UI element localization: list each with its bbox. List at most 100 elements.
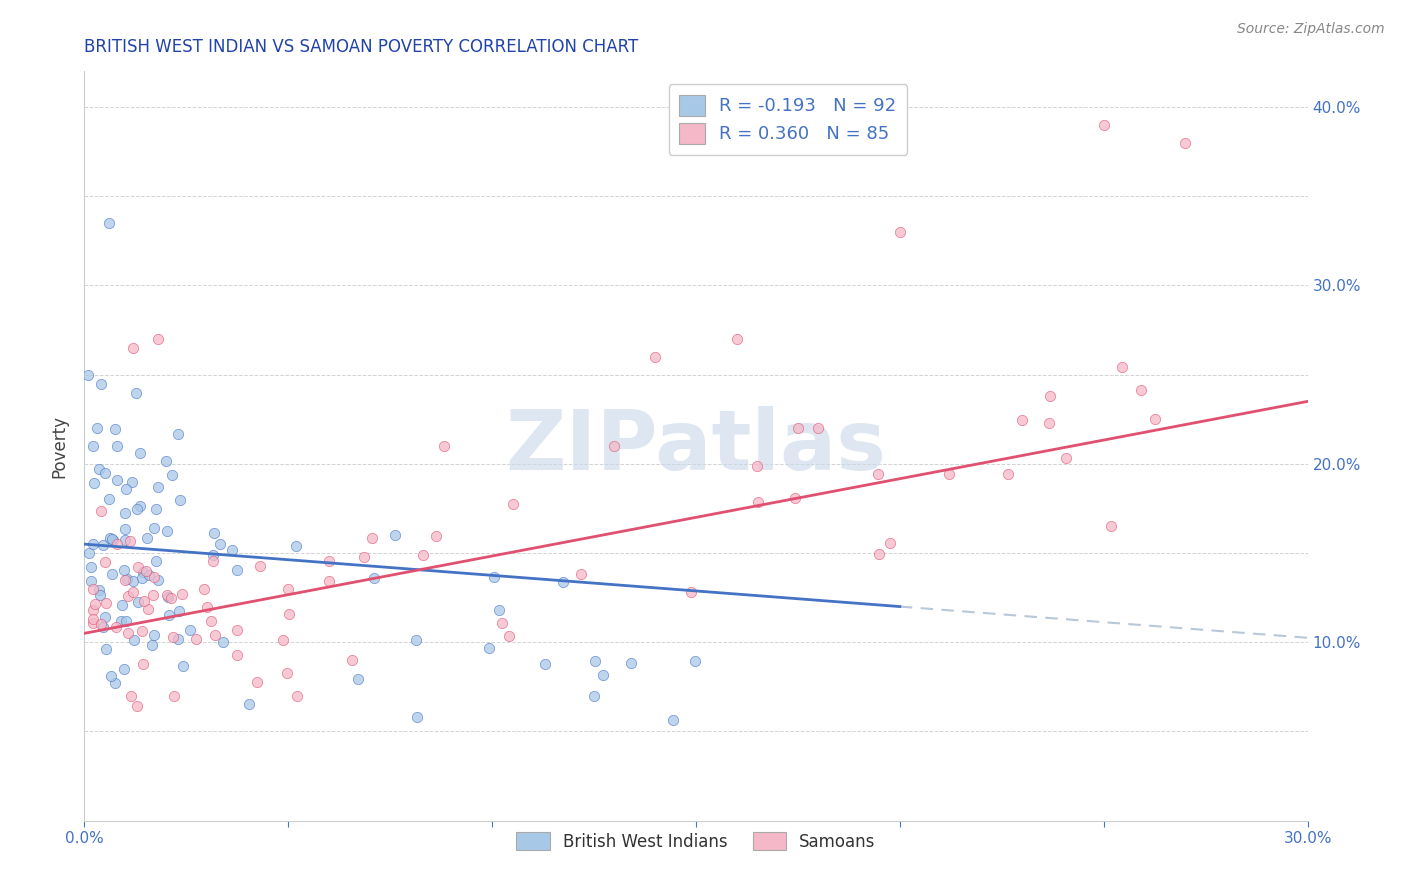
Point bbox=[412, 548, 434, 562]
Point bbox=[569, 566, 592, 581]
Point bbox=[142, 628, 165, 642]
Point bbox=[433, 439, 456, 453]
Point bbox=[96, 596, 118, 610]
Point bbox=[1054, 450, 1077, 465]
Point bbox=[498, 630, 520, 644]
Point bbox=[162, 630, 184, 644]
Point bbox=[117, 590, 139, 604]
Point bbox=[104, 421, 127, 435]
Point bbox=[114, 533, 136, 548]
Point bbox=[145, 502, 167, 516]
Point bbox=[786, 421, 808, 435]
Point bbox=[156, 524, 179, 538]
Point bbox=[353, 550, 375, 565]
Point bbox=[195, 599, 218, 614]
Point bbox=[145, 554, 167, 568]
Point bbox=[115, 572, 138, 586]
Point bbox=[592, 668, 614, 682]
Point bbox=[226, 623, 249, 637]
Point bbox=[204, 628, 226, 642]
Point bbox=[121, 574, 143, 589]
Point bbox=[221, 542, 243, 557]
Point bbox=[285, 689, 308, 703]
Point bbox=[91, 538, 114, 552]
Point bbox=[807, 421, 830, 435]
Point bbox=[148, 573, 170, 587]
Point bbox=[114, 614, 136, 628]
Point bbox=[112, 563, 135, 577]
Point bbox=[1174, 136, 1197, 150]
Point bbox=[1038, 416, 1060, 430]
Point bbox=[83, 475, 105, 490]
Point bbox=[124, 386, 146, 401]
Point bbox=[1092, 118, 1115, 132]
Point bbox=[93, 555, 115, 569]
Point bbox=[112, 662, 135, 676]
Point bbox=[90, 504, 112, 518]
Point bbox=[125, 699, 148, 714]
Point bbox=[318, 574, 340, 588]
Point bbox=[82, 537, 104, 551]
Point bbox=[127, 560, 149, 574]
Point bbox=[120, 689, 142, 703]
Point bbox=[491, 615, 513, 630]
Point bbox=[347, 672, 370, 686]
Point bbox=[114, 573, 136, 587]
Point bbox=[620, 656, 643, 670]
Point bbox=[167, 603, 190, 617]
Point bbox=[124, 633, 146, 648]
Point bbox=[132, 565, 155, 579]
Point bbox=[725, 332, 748, 346]
Point bbox=[184, 632, 207, 647]
Point bbox=[160, 467, 183, 482]
Point bbox=[478, 640, 501, 655]
Point bbox=[603, 439, 626, 453]
Point bbox=[101, 566, 124, 581]
Point bbox=[89, 462, 111, 476]
Point bbox=[997, 467, 1019, 482]
Point bbox=[135, 531, 157, 545]
Point bbox=[208, 537, 231, 551]
Point bbox=[747, 495, 769, 509]
Point bbox=[277, 582, 299, 596]
Point bbox=[131, 657, 153, 671]
Point bbox=[105, 537, 128, 551]
Point bbox=[502, 497, 524, 511]
Point bbox=[77, 368, 100, 382]
Text: BRITISH WEST INDIAN VS SAMOAN POVERTY CORRELATION CHART: BRITISH WEST INDIAN VS SAMOAN POVERTY CO… bbox=[84, 38, 638, 56]
Point bbox=[405, 632, 427, 647]
Point bbox=[553, 575, 575, 590]
Point bbox=[425, 529, 447, 543]
Point bbox=[121, 475, 143, 489]
Text: ZIPatlas: ZIPatlas bbox=[506, 406, 886, 486]
Point bbox=[131, 624, 153, 638]
Y-axis label: Poverty: Poverty bbox=[51, 415, 69, 477]
Point bbox=[879, 535, 901, 549]
Point bbox=[132, 594, 155, 608]
Point bbox=[114, 522, 136, 536]
Point bbox=[136, 602, 159, 616]
Point bbox=[179, 623, 201, 637]
Point bbox=[82, 615, 104, 630]
Point bbox=[1143, 412, 1166, 426]
Point bbox=[82, 611, 104, 625]
Point bbox=[105, 439, 128, 453]
Point bbox=[146, 479, 169, 493]
Point bbox=[141, 638, 163, 652]
Point bbox=[172, 587, 194, 601]
Point bbox=[142, 588, 165, 602]
Point bbox=[360, 531, 382, 545]
Point bbox=[1039, 389, 1062, 403]
Point bbox=[110, 598, 132, 612]
Point bbox=[245, 675, 267, 690]
Point bbox=[89, 588, 111, 602]
Point bbox=[122, 584, 145, 599]
Point bbox=[193, 582, 215, 597]
Point bbox=[276, 666, 298, 681]
Point bbox=[127, 595, 149, 609]
Point bbox=[80, 559, 103, 574]
Point bbox=[114, 506, 136, 520]
Point bbox=[868, 547, 890, 561]
Point bbox=[482, 570, 505, 584]
Point bbox=[200, 614, 222, 628]
